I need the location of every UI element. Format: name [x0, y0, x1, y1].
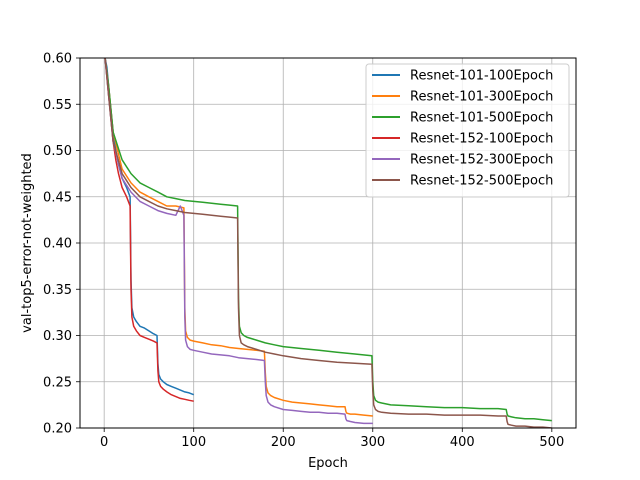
legend-label-2: Resnet-101-500Epoch	[410, 111, 553, 126]
y-axis: 0.20 0.25 0.30 0.35 0.40 0.45 0.50 0.55 0.60	[43, 52, 80, 437]
series-line-4	[104, 58, 373, 425]
series-line-2	[104, 58, 552, 422]
y-tick-label: 0.45	[43, 190, 72, 205]
y-tick-label: 0.25	[43, 375, 72, 390]
legend-label-3: Resnet-152-100Epoch	[410, 132, 553, 147]
series-line-3	[104, 58, 194, 402]
x-tick-label: 500	[539, 435, 564, 450]
series-line-1	[104, 58, 373, 417]
y-tick-label: 0.30	[43, 329, 72, 344]
y-tick-label: 0.35	[43, 283, 72, 298]
y-tick-label: 0.50	[43, 144, 72, 159]
x-tick-label: 300	[360, 435, 385, 450]
x-tick-label: 0	[100, 435, 108, 450]
x-axis: 0 100 200 300 400 500	[100, 428, 564, 450]
x-tick-label: 100	[181, 435, 206, 450]
legend-label-0: Resnet-101-100Epoch	[410, 69, 553, 84]
y-tick-label: 0.55	[43, 98, 72, 113]
x-tick-label: 200	[271, 435, 296, 450]
legend-label-4: Resnet-152-300Epoch	[410, 153, 553, 168]
y-tick-label: 0.20	[43, 422, 72, 437]
series-lines	[104, 58, 552, 428]
legend-label-1: Resnet-101-300Epoch	[410, 90, 553, 105]
x-axis-title: Epoch	[308, 456, 348, 471]
x-tick-label: 400	[450, 435, 475, 450]
y-tick-label: 0.40	[43, 237, 72, 252]
y-tick-label: 0.60	[43, 52, 72, 67]
legend-label-5: Resnet-152-500Epoch	[410, 174, 553, 189]
legend-box	[365, 63, 570, 198]
legend: Resnet-101-100Epoch Resnet-101-300Epoch Re…	[365, 63, 570, 198]
y-axis-title: val-top5-error-not-weighted	[20, 153, 35, 333]
series-line-5	[104, 58, 552, 428]
